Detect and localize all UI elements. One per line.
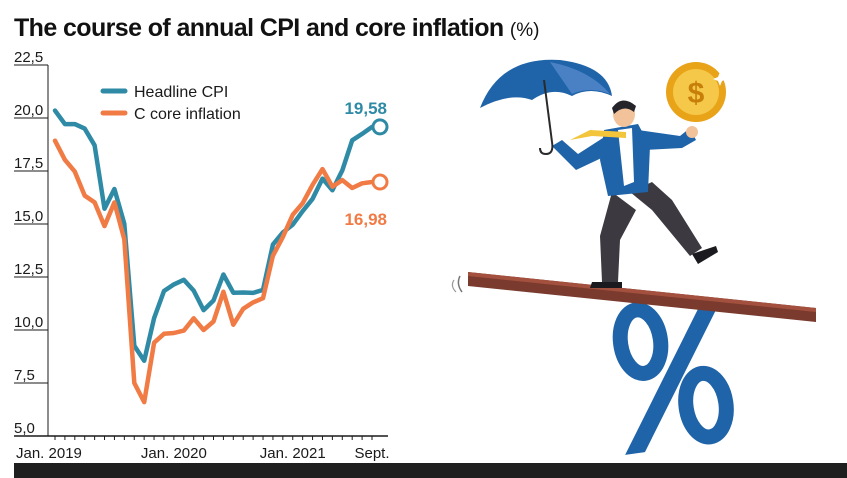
- y-axis: 5,0 7,5 10,0 12,5 15,0 17,5 20,0 22,5: [14, 49, 49, 437]
- legend-label-core: C core inflation: [134, 106, 241, 123]
- x-tick-label: Jan. 2020: [141, 445, 207, 462]
- umbrella-icon: [480, 59, 612, 156]
- bottom-bar: [14, 463, 847, 478]
- headline-end-label: 19,58: [344, 99, 387, 118]
- y-tick-label: 22,5: [14, 49, 43, 66]
- x-tick-label: Sept.: [354, 445, 389, 462]
- illustration: $: [451, 59, 816, 455]
- y-tick-label: 20,0: [14, 102, 43, 119]
- chart-title: The course of annual CPI and core inflat…: [14, 14, 539, 43]
- y-tick-label: 12,5: [14, 261, 43, 278]
- y-tick-label: 7,5: [14, 367, 35, 384]
- x-tick-label: Jan. 2021: [260, 445, 326, 462]
- x-axis: Jan. 2019 Jan. 2020 Jan. 2021 Sept.: [14, 435, 390, 462]
- legend-label-headline: Headline CPI: [134, 84, 228, 101]
- dollar-coin-icon: $: [666, 62, 727, 122]
- series-endpoint-headline: [371, 118, 389, 136]
- percent-sign-icon: [612, 302, 734, 455]
- series-line-core-inflation: [52, 138, 375, 405]
- line-chart: 5,0 7,5 10,0 12,5 15,0 17,5 20,0 22,5 Jan. 2019…: [14, 49, 390, 462]
- y-tick-label: 17,5: [14, 155, 43, 172]
- y-tick-label: 5,0: [14, 420, 35, 437]
- series-endpoint-core: [371, 173, 389, 191]
- series-line-headline-cpi: [52, 108, 375, 363]
- chart-title-unit: (%): [509, 20, 540, 41]
- core-end-label: 16,98: [344, 210, 387, 229]
- y-tick-label: 15,0: [14, 208, 43, 225]
- legend: Headline CPI C core inflation: [100, 84, 241, 123]
- y-tick-label: 10,0: [14, 314, 43, 331]
- businessman: $: [480, 59, 727, 288]
- x-tick-label: Jan. 2019: [16, 445, 82, 462]
- dollar-sign: $: [688, 77, 705, 110]
- seesaw-plank: [451, 272, 816, 322]
- series-layer: [52, 108, 389, 405]
- chart-title-text: The course of annual CPI and core inflat…: [14, 14, 504, 42]
